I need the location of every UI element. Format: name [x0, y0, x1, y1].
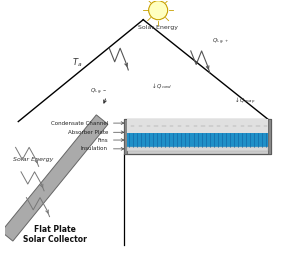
Bar [268, 119, 271, 154]
Bar [128, 147, 268, 151]
Text: $T_a$: $T_a$ [71, 57, 82, 69]
Text: Condensate Channel: Condensate Channel [51, 121, 124, 126]
Text: $\downarrow Q_{evap}$: $\downarrow Q_{evap}$ [233, 96, 255, 107]
Text: $Q_{l,g,+}$: $Q_{l,g,+}$ [212, 36, 229, 46]
Text: Flat Plate
Solar Collector: Flat Plate Solar Collector [23, 225, 87, 244]
Circle shape [149, 1, 168, 20]
Bar [128, 119, 268, 133]
Bar [124, 119, 271, 154]
Text: Solar Energy: Solar Energy [13, 157, 53, 162]
Text: $\downarrow Q_{cond}$: $\downarrow Q_{cond}$ [149, 81, 172, 91]
Text: $T_w$: $T_w$ [180, 119, 188, 128]
Polygon shape [1, 115, 108, 241]
Text: Solar Energy: Solar Energy [138, 25, 178, 30]
Text: Fins: Fins [97, 138, 124, 143]
Text: Absorber Plate: Absorber Plate [67, 130, 124, 135]
Text: $Q_{l,g,-}$: $Q_{l,g,-}$ [90, 87, 107, 97]
Bar [124, 119, 128, 154]
Bar [128, 133, 268, 147]
Text: Insulation: Insulation [81, 146, 124, 151]
